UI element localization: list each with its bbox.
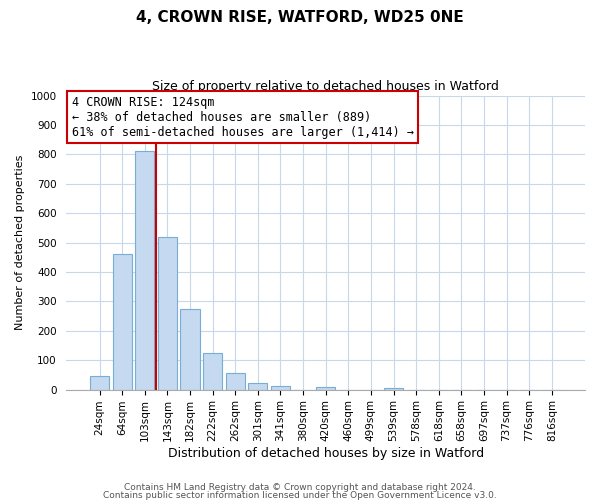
- Text: Contains public sector information licensed under the Open Government Licence v3: Contains public sector information licen…: [103, 490, 497, 500]
- Bar: [90, 376, 109, 390]
- Bar: [316, 386, 335, 390]
- Text: 4, CROWN RISE, WATFORD, WD25 0NE: 4, CROWN RISE, WATFORD, WD25 0NE: [136, 10, 464, 25]
- Bar: [248, 383, 268, 390]
- Bar: [158, 236, 177, 390]
- Bar: [203, 353, 222, 390]
- Bar: [271, 386, 290, 390]
- Text: Contains HM Land Registry data © Crown copyright and database right 2024.: Contains HM Land Registry data © Crown c…: [124, 484, 476, 492]
- Bar: [181, 308, 200, 390]
- Bar: [226, 372, 245, 390]
- Y-axis label: Number of detached properties: Number of detached properties: [15, 155, 25, 330]
- Text: 4 CROWN RISE: 124sqm
← 38% of detached houses are smaller (889)
61% of semi-deta: 4 CROWN RISE: 124sqm ← 38% of detached h…: [71, 96, 413, 138]
- Title: Size of property relative to detached houses in Watford: Size of property relative to detached ho…: [152, 80, 499, 93]
- Bar: [113, 254, 132, 390]
- X-axis label: Distribution of detached houses by size in Watford: Distribution of detached houses by size …: [167, 447, 484, 460]
- Bar: [135, 152, 154, 390]
- Bar: [384, 388, 403, 390]
